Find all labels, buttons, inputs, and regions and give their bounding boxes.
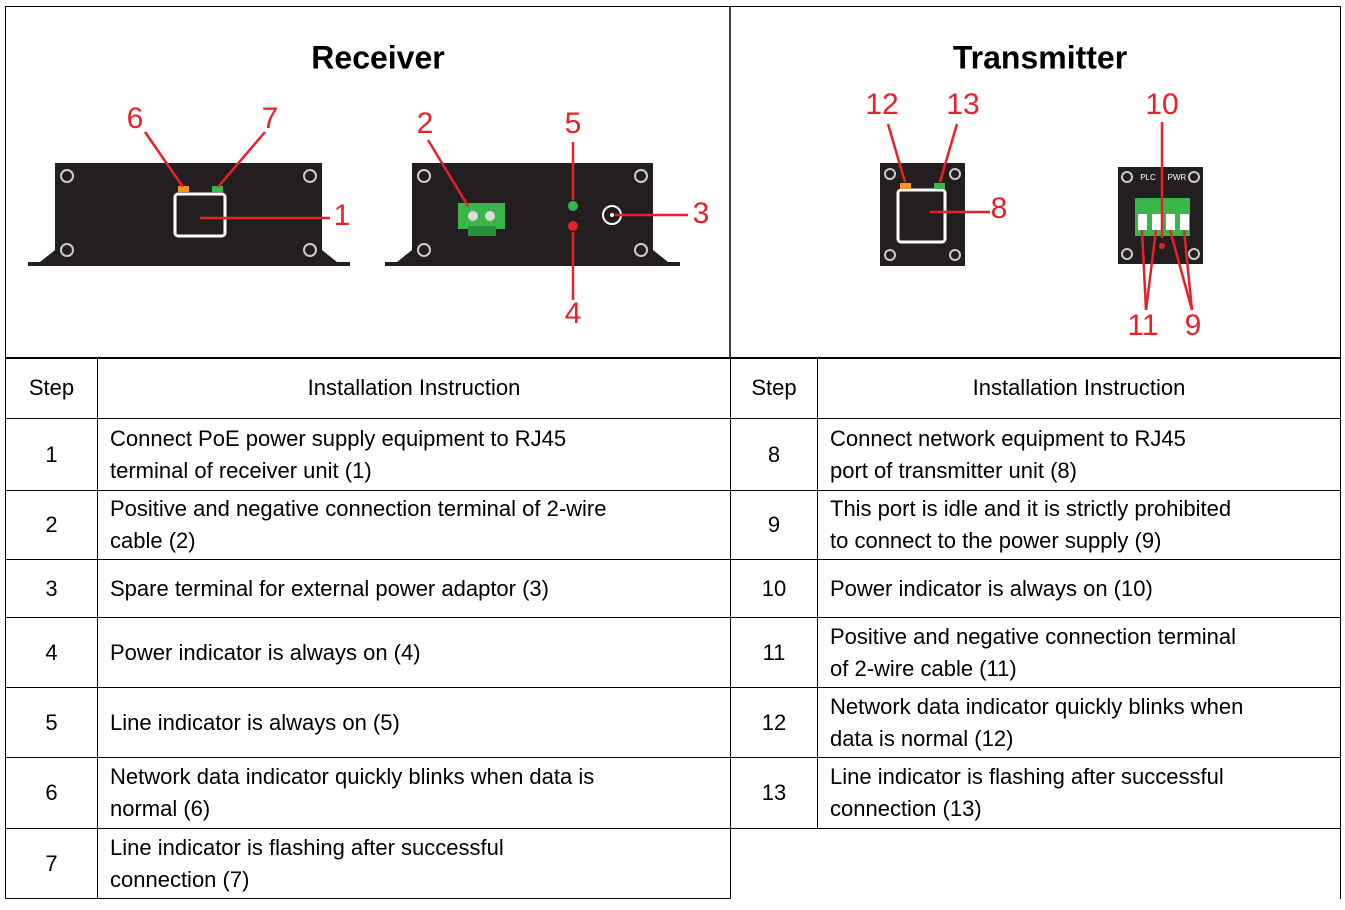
step-cell: 9 <box>730 490 818 560</box>
instruction-cell: Power indicator is always on (4) <box>97 617 731 688</box>
transmitter-title: Transmitter <box>953 39 1127 75</box>
header-cell: Step <box>730 357 818 419</box>
step-cell: 8 <box>730 418 818 491</box>
instruction-cell: Network data indicator quickly blinks wh… <box>97 757 731 829</box>
instruction-line: Power indicator is always on (4) <box>110 639 421 665</box>
step-cell: 6 <box>5 757 98 829</box>
header-text: Step <box>751 375 797 401</box>
instruction-line: connection (13) <box>830 796 982 821</box>
instruction-line: Network data indicator quickly blinks wh… <box>110 764 595 790</box>
instruction-line: Power indicator is always on (10) <box>830 575 1153 601</box>
instruction-line: Network data indicator quickly blinks wh… <box>830 693 1244 719</box>
instruction-line: Positive and negative connection termina… <box>110 496 607 522</box>
instruction-cell: Line indicator is flashing after success… <box>817 757 1341 829</box>
callout: 12 <box>865 88 898 121</box>
step-number: 1 <box>45 441 58 467</box>
instruction-cell: Connect PoE power supply equipment to RJ… <box>97 418 731 491</box>
step-cell: 10 <box>730 559 818 618</box>
instruction-line: Line indicator is flashing after success… <box>110 834 504 860</box>
instruction-line: Spare terminal for external power adapto… <box>110 575 549 601</box>
diagram-row <box>5 6 1341 359</box>
instruction-line: Positive and negative connection termina… <box>830 623 1237 649</box>
instruction-cell: Power indicator is always on (10) <box>817 559 1341 618</box>
callout: 10 <box>1145 88 1178 121</box>
instruction-line: Connect PoE power supply equipment to RJ… <box>110 425 567 451</box>
callout: 3 <box>693 197 710 230</box>
header-text: Installation Instruction <box>972 375 1186 401</box>
step-number: 4 <box>45 639 58 665</box>
instruction-cell: This port is idle and it is strictly pro… <box>817 490 1341 560</box>
step-number: 11 <box>762 639 786 665</box>
step-number: 5 <box>45 709 58 735</box>
callout: 1 <box>334 199 351 232</box>
instruction-line: This port is idle and it is strictly pro… <box>830 496 1232 522</box>
instruction-line: Connect network equipment to RJ45 <box>830 425 1186 451</box>
header-text: Installation Instruction <box>307 375 521 401</box>
step-cell: 3 <box>5 559 98 618</box>
step-number: 3 <box>45 575 58 601</box>
callout: 13 <box>946 88 979 121</box>
callout: 7 <box>262 102 279 135</box>
step-cell: 2 <box>5 490 98 560</box>
callout: 8 <box>991 192 1008 225</box>
step-number: 9 <box>767 512 781 538</box>
instruction-line: Line indicator is always on (5) <box>110 709 400 735</box>
step-cell: 1 <box>5 418 98 491</box>
callout: 6 <box>127 102 144 135</box>
callout: 2 <box>417 107 434 140</box>
instruction-line: data is normal (12) <box>830 725 1014 751</box>
step-cell: 4 <box>5 617 98 688</box>
step-cell: 7 <box>5 828 98 899</box>
step-number: 6 <box>45 780 58 806</box>
step-cell: 5 <box>5 687 98 758</box>
step-number: 2 <box>45 512 58 538</box>
step-cell: 12 <box>730 687 818 758</box>
instruction-cell: Positive and negative connection termina… <box>817 617 1341 688</box>
header-text: Step <box>28 375 75 401</box>
step-cell: 11 <box>730 617 818 688</box>
instruction-line: terminal of receiver unit (1) <box>110 457 372 483</box>
instruction-cell: Connect network equipment to RJ45 port of… <box>817 418 1341 491</box>
instruction-cell: Line indicator is flashing after success… <box>97 828 731 899</box>
step-number: 13 <box>761 780 787 806</box>
instruction-cell: Spare terminal for external power adapto… <box>97 559 731 618</box>
header-cell: Installation Instruction <box>817 357 1341 419</box>
transmitter-terminal-side: PLC PWR <box>1118 167 1203 264</box>
receiver-title: Receiver <box>311 39 444 75</box>
callout-arrows <box>143 122 1194 311</box>
instruction-line: of 2-wire cable (11) <box>830 655 1017 681</box>
instruction-line: connection (7) <box>110 866 250 892</box>
receiver-port-side <box>28 163 350 266</box>
header-cell: Step <box>5 357 98 419</box>
callout: 5 <box>565 107 582 140</box>
terminal-label: PWR <box>1168 173 1187 182</box>
diagrams: Receiver Transmitter PLC PWR 6 7 1 2 5 3… <box>28 6 1203 358</box>
step-number: 8 <box>767 441 781 467</box>
step-number: 7 <box>45 850 58 876</box>
instruction-cell: Positive and negative connection termina… <box>97 490 731 560</box>
transmitter-port-side <box>880 163 965 266</box>
step-number: 10 <box>761 575 787 601</box>
header-cell: Installation Instruction <box>97 357 731 419</box>
instruction-line: Line indicator is flashing after success… <box>830 764 1224 790</box>
step-cell: 13 <box>730 757 818 829</box>
instruction-cell: Line indicator is always on (5) <box>97 687 731 758</box>
instruction-line: to connect to the power supply (9) <box>830 528 1162 553</box>
instruction-cell: Network data indicator quickly blinks wh… <box>817 687 1341 758</box>
callout: 11 <box>1127 309 1158 342</box>
callout: 4 <box>565 297 582 330</box>
instruction-line: normal (6) <box>110 796 211 821</box>
callout: 9 <box>1185 309 1202 342</box>
instruction-line: port of transmitter unit (8) <box>830 457 1077 483</box>
terminal-label: PLC <box>1140 173 1156 182</box>
instruction-line: cable (2) <box>110 528 196 553</box>
empty-cell <box>730 828 1341 899</box>
step-number: 12 <box>761 709 787 735</box>
